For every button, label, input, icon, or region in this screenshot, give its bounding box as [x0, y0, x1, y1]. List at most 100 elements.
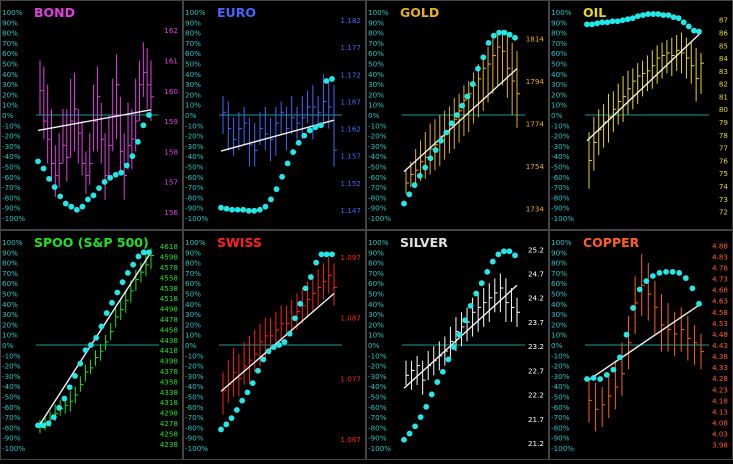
- pct-tick-label: -80%: [551, 423, 570, 432]
- pct-tick-label: 20%: [2, 320, 18, 329]
- pct-tick-label: -90%: [185, 204, 204, 213]
- oscillator-dot: [445, 356, 452, 363]
- oscillator-dot: [475, 65, 481, 72]
- oscillator-dot: [135, 138, 141, 145]
- pct-tick-label: -90%: [2, 204, 21, 213]
- pct-tick-label: 80%: [2, 29, 18, 38]
- pct-tick-label: -100%: [551, 444, 574, 453]
- pct-tick-label: 70%: [551, 269, 567, 278]
- price-tick-label: 4.43: [712, 341, 728, 350]
- pct-tick-label: 60%: [185, 49, 201, 58]
- pct-tick-label: -20%: [551, 362, 570, 371]
- oscillator-dot: [87, 342, 94, 348]
- oscillator-dot: [512, 34, 518, 41]
- price-tick-label: 4.13: [712, 407, 728, 416]
- pct-tick-label: 80%: [2, 259, 18, 268]
- pct-tick-label: -40%: [368, 152, 387, 161]
- oscillator-dot: [286, 330, 293, 337]
- pct-tick-label: 90%: [551, 248, 567, 257]
- pct-tick-label: -100%: [2, 444, 25, 453]
- pct-tick-label: -90%: [551, 434, 570, 443]
- pct-tick-label: 10%: [551, 101, 567, 110]
- oscillator-dot: [130, 261, 137, 268]
- oscillator-dot: [119, 279, 126, 286]
- pct-tick-label: -40%: [368, 382, 387, 391]
- oscillator-dot: [584, 376, 590, 382]
- pct-tick-label: -50%: [185, 393, 204, 402]
- oscillator-dot: [506, 248, 513, 255]
- price-tick-label: 4518: [160, 294, 179, 303]
- panel-border: [0, 0, 183, 230]
- trend-line: [403, 68, 518, 173]
- oscillator-dot: [512, 252, 518, 259]
- oscillator-dot: [249, 380, 256, 387]
- price-tick-label: 75: [719, 169, 728, 178]
- panel-title: SILVER: [400, 235, 448, 250]
- oscillator-dot: [313, 259, 320, 266]
- oscillator-dot: [496, 29, 503, 36]
- pct-tick-label: 50%: [2, 60, 18, 69]
- oscillator-dot: [655, 11, 662, 17]
- oscillator-dot: [292, 315, 298, 322]
- price-tick-label: 4.88: [712, 241, 728, 250]
- pct-tick-label: -60%: [185, 173, 204, 182]
- oscillator-dot: [135, 253, 142, 260]
- oscillator-dot: [423, 403, 430, 410]
- oscillator-dot: [35, 422, 41, 429]
- price-tick-label: 4398: [160, 357, 179, 366]
- panel-title: SWISS: [217, 235, 262, 250]
- price-tick-label: 22.2: [528, 391, 544, 400]
- price-tick-label: 1.182: [340, 16, 361, 25]
- panel-border: [183, 0, 366, 230]
- price-tick-label: 4.83: [712, 252, 728, 261]
- price-tick-label: 4.63: [712, 297, 728, 306]
- pct-tick-label: 50%: [368, 290, 384, 299]
- oscillator-dot: [604, 19, 611, 26]
- oscillator-dot: [438, 137, 444, 144]
- price-tick-label: 4298: [160, 409, 179, 418]
- oscillator-dot: [109, 299, 115, 306]
- oscillator-dot: [68, 203, 75, 210]
- pct-tick-label: -100%: [185, 444, 208, 453]
- price-tick-label: 80: [719, 105, 729, 114]
- oscillator-dot: [56, 404, 63, 411]
- oscillator-dot: [451, 344, 457, 350]
- oscillator-dot: [428, 391, 435, 398]
- pct-tick-label: 70%: [368, 269, 384, 278]
- price-tick-label: 160: [164, 87, 178, 96]
- trend-line: [37, 109, 152, 132]
- price-tick-label: 3.98: [712, 441, 728, 450]
- pct-tick-label: -70%: [551, 183, 570, 192]
- oscillator-dot: [462, 317, 468, 324]
- pct-tick-label: 80%: [551, 259, 567, 268]
- pct-tick-label: -90%: [368, 434, 387, 443]
- pct-tick-label: -10%: [368, 351, 387, 360]
- oscillator-dot: [501, 29, 508, 36]
- price-tick-label: 1.087: [340, 314, 361, 323]
- pct-tick-label: 0%: [551, 341, 563, 350]
- pct-tick-label: 10%: [185, 331, 201, 340]
- pct-tick-label: -40%: [2, 382, 21, 391]
- oscillator-dot: [66, 384, 73, 391]
- pct-tick-label: 50%: [2, 290, 18, 299]
- price-tick-label: 1.167: [340, 97, 361, 106]
- oscillator-dot: [643, 278, 650, 285]
- trend-line: [586, 303, 702, 382]
- oscillator-dot: [223, 421, 230, 428]
- price-tick-label: 4.73: [712, 275, 728, 284]
- pct-tick-label: -20%: [368, 362, 387, 371]
- pct-tick-label: 20%: [551, 320, 567, 329]
- pct-tick-label: 80%: [368, 259, 384, 268]
- price-tick-label: 4378: [160, 367, 179, 376]
- price-tick-label: 87: [719, 16, 728, 25]
- pct-tick-label: -20%: [2, 362, 21, 371]
- pct-tick-label: 20%: [2, 90, 18, 99]
- pct-tick-label: 20%: [368, 320, 384, 329]
- oscillator-dot: [443, 129, 450, 136]
- oscillator-dot: [469, 81, 476, 87]
- pct-tick-label: 70%: [368, 39, 384, 48]
- panel-title: GOLD: [400, 5, 439, 20]
- price-tick-label: 4.28: [712, 374, 728, 383]
- oscillator-dot: [40, 422, 47, 429]
- pct-tick-label: 0%: [2, 111, 14, 120]
